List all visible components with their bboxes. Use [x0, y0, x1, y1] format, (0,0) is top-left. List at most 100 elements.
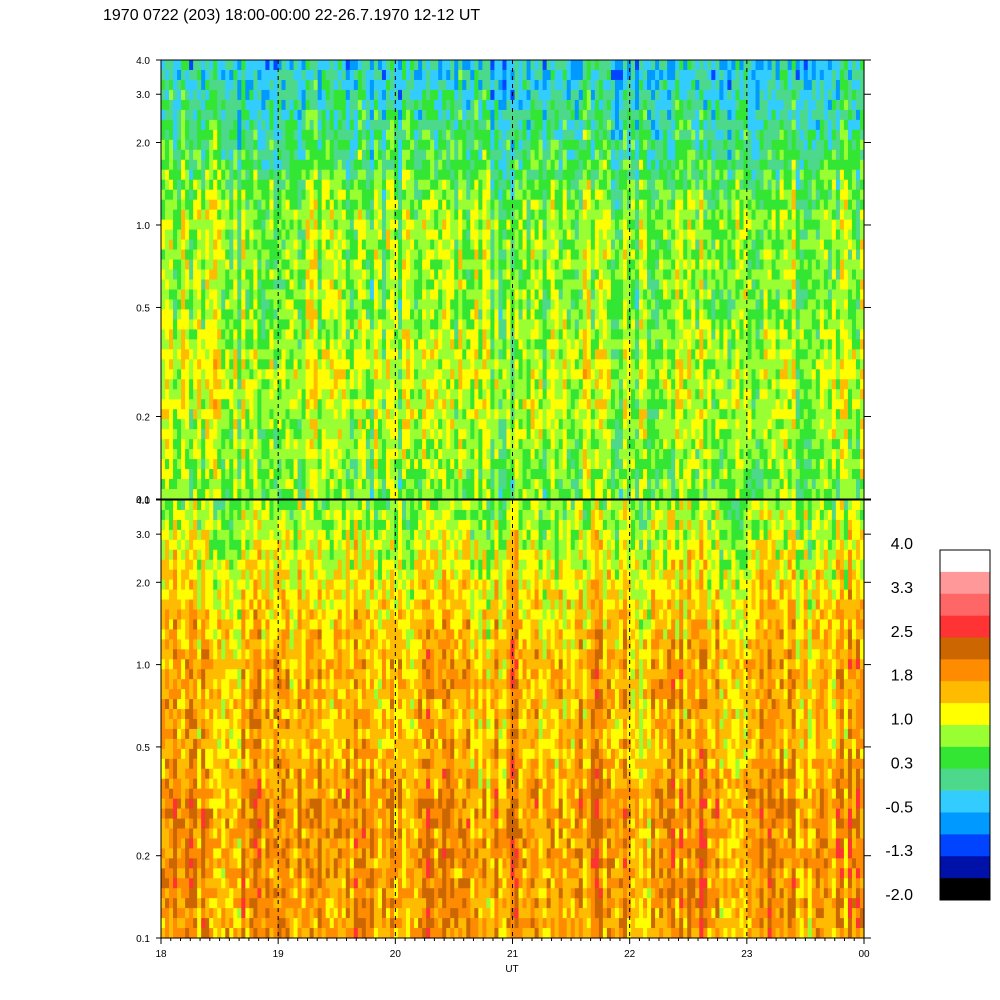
heatmap-cell — [373, 79, 379, 91]
heatmap-cell — [434, 219, 439, 231]
heatmap-cell — [169, 299, 174, 311]
heatmap-cell — [590, 229, 596, 241]
heatmap-cell — [410, 99, 415, 111]
heatmap-cell — [337, 99, 343, 111]
upper-heatmap — [161, 60, 865, 500]
heatmap-cell — [426, 309, 431, 321]
heatmap-cell — [345, 299, 351, 311]
heatmap-cell — [245, 399, 250, 410]
heatmap-cell — [474, 439, 479, 450]
heatmap-cell — [221, 129, 226, 141]
heatmap-cell — [393, 269, 399, 281]
heatmap-cell — [329, 199, 335, 211]
heatmap-cell — [333, 279, 339, 291]
heatmap-cell — [398, 109, 403, 121]
heatmap-cell — [426, 419, 431, 430]
heatmap-cell — [381, 139, 387, 151]
heatmap-cell — [297, 239, 303, 251]
heatmap-cell — [550, 69, 556, 81]
heatmap-cell — [365, 209, 371, 221]
heatmap-cell — [357, 419, 363, 430]
heatmap-cell — [197, 459, 202, 470]
heatmap-cell — [205, 169, 210, 181]
heatmap-cell — [426, 359, 431, 370]
heatmap-cell — [361, 149, 367, 161]
heatmap-cell — [389, 79, 395, 91]
heatmap-cell — [410, 209, 415, 221]
heatmap-cell — [510, 429, 516, 440]
heatmap-cell — [341, 149, 347, 161]
heatmap-cell — [410, 449, 415, 460]
heatmap-cell — [398, 229, 403, 241]
heatmap-cell — [365, 289, 371, 301]
heatmap-cell — [265, 429, 271, 440]
heatmap-cell — [181, 339, 186, 350]
heatmap-cell — [381, 339, 387, 350]
heatmap-cell — [237, 359, 242, 370]
heatmap-cell — [357, 199, 363, 211]
heatmap-cell — [169, 60, 174, 71]
heatmap-cell — [273, 379, 279, 390]
heatmap-cell — [361, 249, 367, 261]
heatmap-cell — [558, 309, 564, 321]
heatmap-cell — [381, 369, 387, 380]
heatmap-cell — [570, 469, 576, 480]
heatmap-cell — [165, 199, 170, 211]
heatmap-cell — [566, 229, 572, 241]
heatmap-cell — [586, 89, 592, 101]
heatmap-cell — [426, 369, 431, 380]
heatmap-cell — [169, 129, 174, 141]
heatmap-cell — [526, 379, 532, 390]
heatmap-cell — [385, 69, 391, 81]
heatmap-cell — [273, 129, 279, 141]
heatmap-cell — [237, 149, 242, 161]
heatmap-cell — [458, 269, 463, 281]
heatmap-cell — [550, 259, 556, 271]
heatmap-cell — [466, 99, 471, 111]
heatmap-cell — [225, 449, 230, 460]
heatmap-cell — [422, 369, 427, 380]
heatmap-cell — [381, 419, 387, 430]
heatmap-cell — [470, 369, 475, 380]
heatmap-cell — [450, 329, 455, 340]
heatmap-cell — [213, 60, 218, 71]
heatmap-cell — [502, 189, 508, 201]
heatmap-cell — [562, 329, 568, 340]
heatmap-cell — [606, 139, 612, 151]
heatmap-cell — [333, 229, 339, 241]
heatmap-cell — [285, 289, 291, 301]
heatmap-cell — [337, 399, 343, 410]
heatmap-cell — [197, 189, 202, 201]
heatmap-cell — [446, 379, 451, 390]
heatmap-cell — [253, 139, 259, 151]
heatmap-cell — [313, 249, 319, 261]
heatmap-cell — [526, 219, 532, 231]
heatmap-cell — [530, 329, 536, 340]
heatmap-cell — [490, 209, 496, 221]
heatmap-cell — [257, 79, 263, 91]
heatmap-cell — [337, 229, 343, 241]
heatmap-cell — [289, 399, 295, 410]
heatmap-cell — [313, 339, 319, 350]
heatmap-cell — [602, 459, 608, 470]
heatmap-cell — [402, 199, 407, 211]
heatmap-cell — [189, 309, 194, 321]
heatmap-cell — [381, 389, 387, 400]
heatmap-cell — [422, 249, 427, 261]
heatmap-cell — [189, 69, 194, 81]
heatmap-cell — [301, 60, 307, 71]
heatmap-cell — [526, 339, 532, 350]
heatmap-cell — [546, 459, 552, 470]
heatmap-cell — [498, 309, 504, 321]
heatmap-cell — [205, 119, 210, 131]
heatmap-cell — [181, 329, 186, 340]
heatmap-cell — [414, 69, 419, 81]
heatmap-cell — [506, 429, 512, 440]
heatmap-cell — [341, 209, 347, 221]
heatmap-cell — [245, 349, 250, 360]
heatmap-cell — [237, 369, 242, 380]
heatmap-cell — [189, 419, 194, 430]
heatmap-cell — [490, 89, 496, 101]
heatmap-cell — [301, 409, 307, 420]
heatmap-cell — [297, 119, 303, 131]
